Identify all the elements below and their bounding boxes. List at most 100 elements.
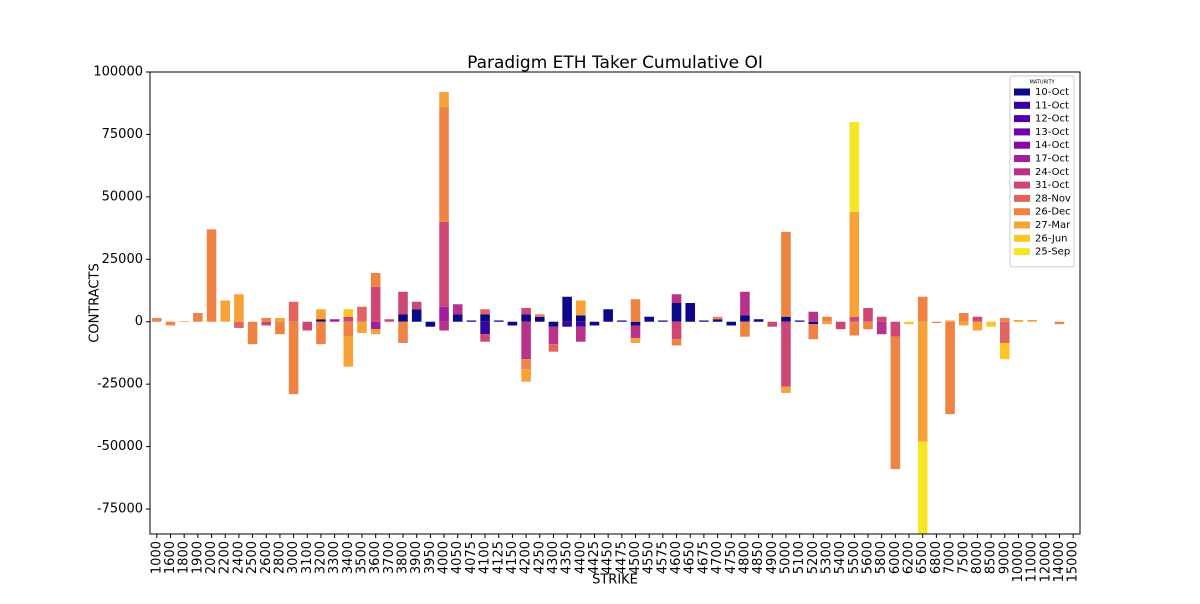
x-tick-label: 6500 <box>915 541 930 574</box>
x-tick-label: 2200 <box>218 541 233 574</box>
bar-segment <box>671 339 682 346</box>
bar-segment <box>794 320 805 322</box>
bar-segment <box>630 325 641 338</box>
bar-segment <box>822 316 832 322</box>
x-tick-label: 4850 <box>751 541 766 574</box>
bar-segment <box>343 309 354 317</box>
y-tick-label: 75000 <box>102 127 143 142</box>
bar-segment <box>958 312 969 322</box>
bar-segment <box>876 321 887 335</box>
bar-segment <box>521 314 531 322</box>
bar-segment <box>972 321 983 331</box>
bar-segment <box>288 321 299 395</box>
x-tick-label: 4350 <box>560 541 575 574</box>
bar-segment <box>576 321 586 327</box>
bar-segment <box>1013 319 1024 322</box>
bar-segment <box>370 329 381 335</box>
legend-label: 17-Oct <box>1035 154 1069 165</box>
legend-swatch <box>1014 88 1030 96</box>
bar-segment <box>275 321 285 335</box>
x-tick-label: 3000 <box>286 541 301 574</box>
y-tick-label: 0 <box>135 314 143 329</box>
bar-segment <box>630 321 641 326</box>
bar-segment <box>576 300 586 316</box>
x-tick-label: 14000 <box>1052 541 1067 582</box>
x-tick-label: 4450 <box>601 541 616 574</box>
bar-segment <box>726 321 737 326</box>
x-tick-label: 9000 <box>997 541 1012 574</box>
bar-segment <box>439 106 449 222</box>
x-tick-label: 5500 <box>847 541 862 574</box>
bar-segment <box>357 321 367 333</box>
bar-segment <box>548 344 559 352</box>
legend-label: 28-Nov <box>1035 193 1071 204</box>
bar-segment <box>589 321 600 326</box>
bar-segment <box>357 306 367 322</box>
bar-segment <box>234 294 244 322</box>
legend-label: 27-Mar <box>1035 220 1071 231</box>
x-tick-label: 8500 <box>984 541 999 574</box>
bar-segment <box>917 321 928 442</box>
legend-label: 12-Oct <box>1035 114 1069 125</box>
x-tick-label: 4400 <box>573 541 588 574</box>
bar-segment <box>849 321 860 336</box>
bar-segment <box>671 321 682 340</box>
legend-label: 10-Oct <box>1035 87 1069 98</box>
bar-segment <box>548 321 559 327</box>
bar-segment <box>521 307 531 315</box>
x-tick-label: 4900 <box>765 541 780 574</box>
legend-label: 26-Jun <box>1035 233 1068 244</box>
bar-segment <box>712 316 723 320</box>
x-tick-label: 4750 <box>724 541 739 574</box>
x-tick-label: 2000 <box>204 541 219 574</box>
x-tick-label: 4650 <box>683 541 698 574</box>
x-tick-label: 4000 <box>437 541 452 574</box>
bar-segment <box>986 321 996 327</box>
bar-segment <box>165 321 176 326</box>
bar-segment <box>740 321 750 337</box>
x-tick-label: 11000 <box>1025 541 1040 582</box>
bar-segment <box>480 334 490 342</box>
bar-segment <box>439 306 449 322</box>
bar-segment <box>521 359 531 370</box>
x-tick-label: 5300 <box>819 541 834 574</box>
legend-swatch <box>1014 101 1030 109</box>
bar-segment <box>849 211 860 317</box>
bar-segment <box>863 321 873 330</box>
x-tick-label: 1000 <box>149 541 164 574</box>
bar-segment <box>179 320 189 322</box>
bar-segment <box>1027 319 1037 322</box>
x-tick-label: 6000 <box>888 541 903 574</box>
x-tick-label: 2400 <box>231 541 246 574</box>
x-tick-label: 4600 <box>669 541 684 574</box>
bar-segment <box>261 317 272 322</box>
bar-segment <box>781 231 791 317</box>
bar-segment <box>931 321 942 323</box>
bar-segment <box>958 321 969 326</box>
bar-segment <box>480 321 490 335</box>
x-tick-label: 3300 <box>327 541 342 574</box>
bar-segment <box>466 320 477 322</box>
x-tick-label: 5600 <box>861 541 876 574</box>
legend-swatch <box>1014 115 1030 123</box>
bar-segment <box>658 320 668 322</box>
legend-label: 13-Oct <box>1035 127 1069 138</box>
bar-segment <box>945 320 955 322</box>
y-axis-label: CONTRACTS <box>88 263 103 342</box>
legend-swatch <box>1014 155 1030 162</box>
bar-segment <box>603 309 613 322</box>
bar-segment <box>822 321 832 325</box>
x-tick-label: 1800 <box>177 541 192 574</box>
bar-segment <box>534 316 545 322</box>
y-tick-label: 25000 <box>102 252 143 267</box>
bar-segment <box>767 321 778 327</box>
bar-segment <box>411 301 422 310</box>
bar-segment <box>152 317 162 322</box>
legend-swatch <box>1014 194 1030 202</box>
bar-segment <box>917 296 928 322</box>
x-tick-label: 4700 <box>710 541 725 574</box>
bar-segment <box>302 321 313 331</box>
bar-segment <box>685 303 696 322</box>
x-tick-label: 5200 <box>806 541 821 574</box>
bar-segment <box>849 121 860 212</box>
